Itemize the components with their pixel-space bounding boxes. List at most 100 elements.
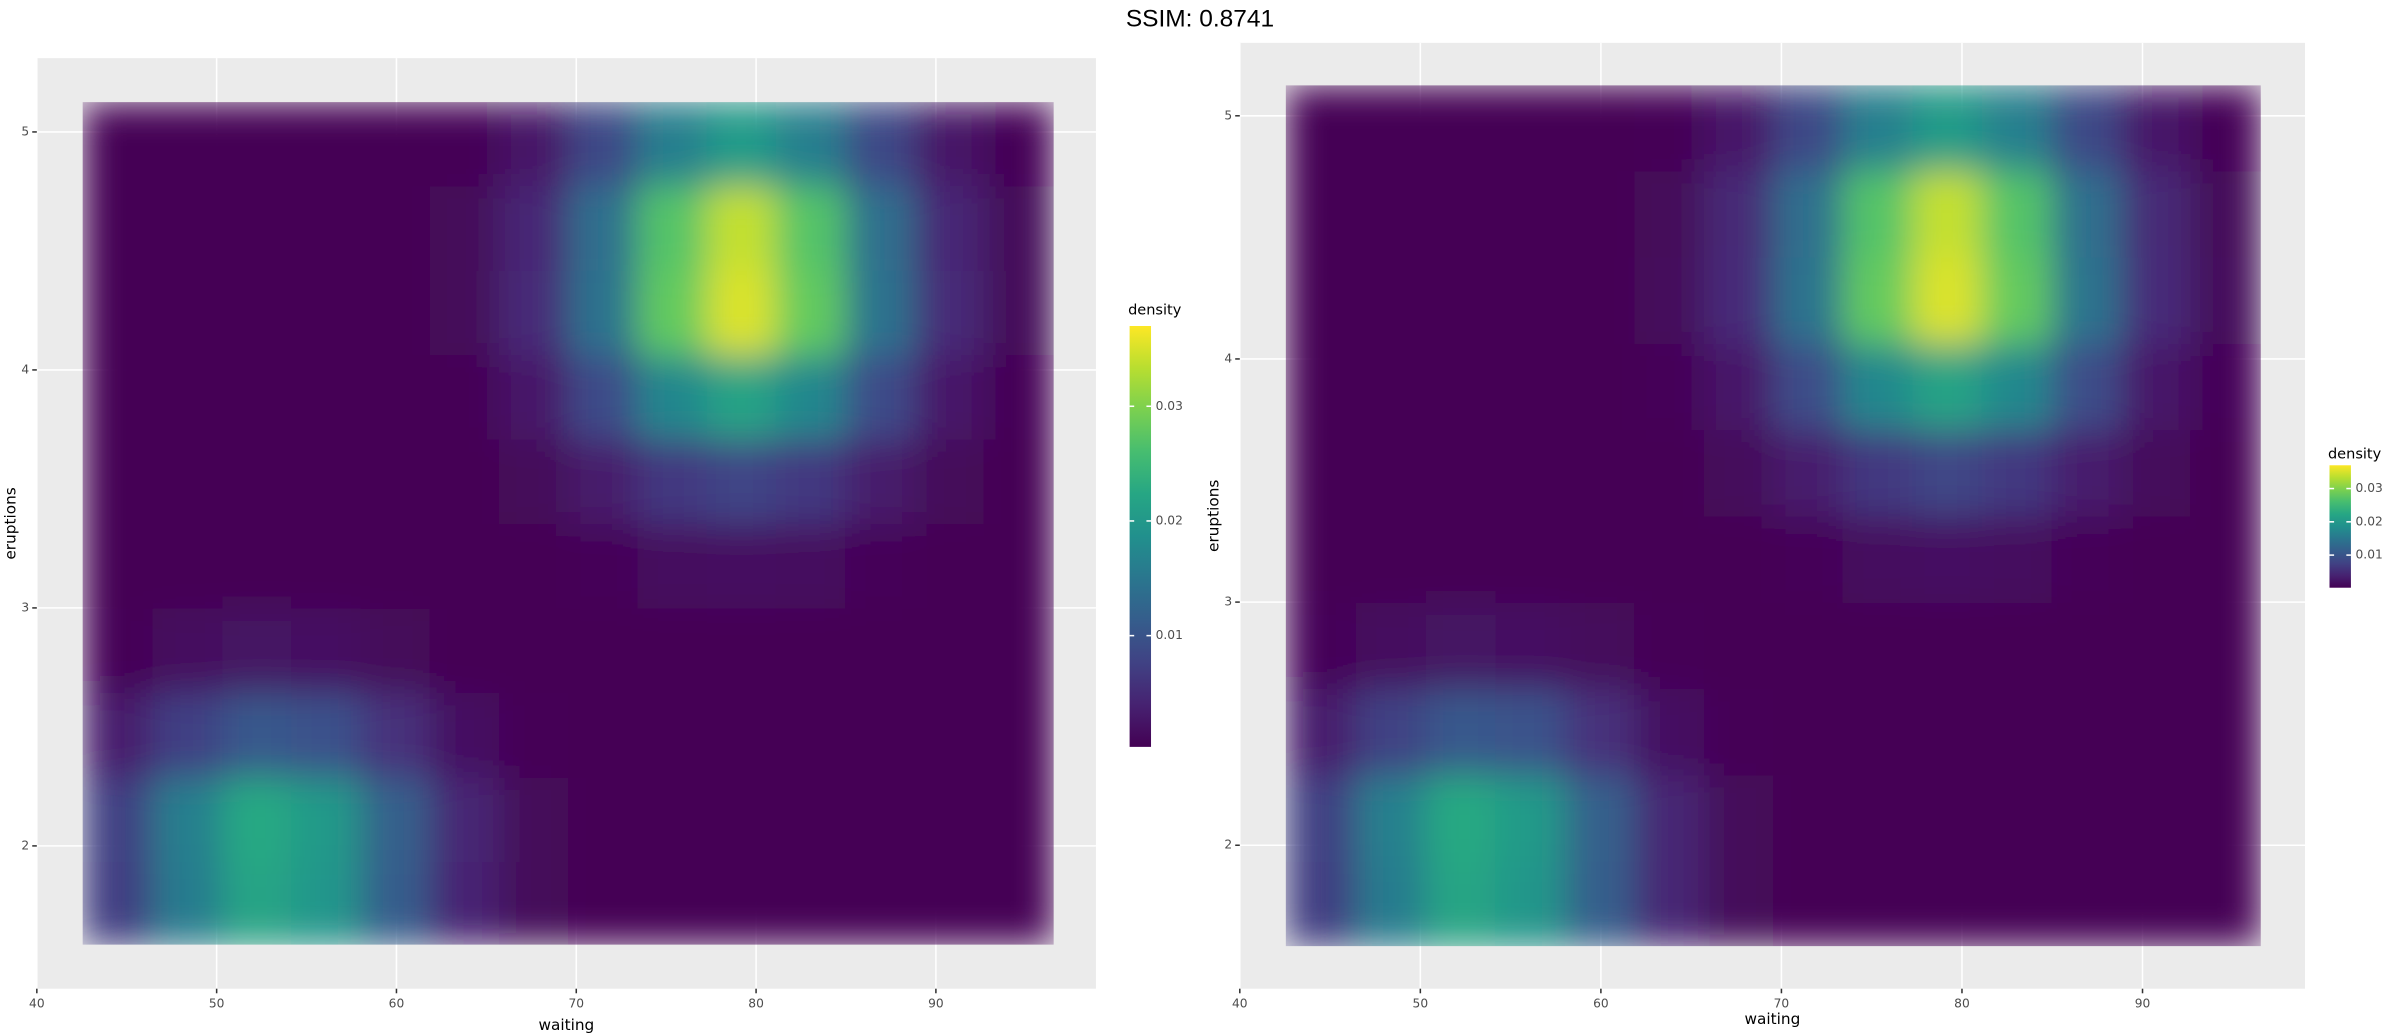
cell	[429, 269, 500, 356]
cell	[498, 354, 569, 440]
x-tick-label: 50	[209, 997, 225, 1011]
legend-title: density	[1128, 303, 1182, 319]
legend-tick-label: 0.01	[1156, 628, 1183, 642]
cell	[1634, 256, 1705, 344]
cell	[637, 102, 708, 187]
page-title: SSIM: 0.8741	[1126, 5, 1274, 32]
cell	[914, 185, 985, 271]
cell	[1634, 343, 1705, 431]
cell	[222, 185, 293, 271]
cell	[1773, 85, 1844, 172]
cell	[775, 438, 846, 525]
cell	[1634, 85, 1705, 172]
cell	[1425, 85, 1497, 172]
x-tick-label: 70	[1774, 997, 1790, 1011]
x-axis-title: waiting	[1745, 1010, 1801, 1028]
legend-tick-label: 0.01	[2356, 548, 2383, 562]
cell	[1842, 515, 1914, 603]
cell	[152, 607, 223, 694]
cell	[1912, 861, 1983, 947]
cell	[1634, 774, 1705, 862]
cell	[1285, 256, 1358, 344]
cell	[845, 354, 916, 440]
cell	[222, 692, 293, 778]
cell	[983, 861, 1054, 945]
cell	[429, 185, 500, 271]
cell	[568, 607, 639, 694]
cell	[914, 438, 985, 525]
cell	[1356, 602, 1427, 690]
cell	[1356, 85, 1427, 172]
cell	[1425, 515, 1497, 603]
y-axis-title: eruptions	[1204, 480, 1222, 552]
cell	[1703, 343, 1775, 431]
cell	[360, 354, 431, 440]
y-tick-label: 3	[21, 600, 29, 614]
y-axis-title: eruptions	[1, 487, 19, 559]
cell	[775, 776, 846, 863]
x-tick-label: 90	[2135, 997, 2151, 1011]
cell	[1634, 861, 1705, 947]
x-tick-label: 80	[748, 997, 764, 1011]
cell	[1425, 861, 1497, 947]
cell	[1981, 774, 2053, 862]
cell	[152, 861, 223, 945]
cell	[1495, 602, 1566, 690]
cell	[1912, 429, 1983, 517]
cell	[2120, 861, 2192, 947]
colorbar	[2329, 465, 2351, 588]
cell	[983, 523, 1054, 609]
cell	[1842, 429, 1914, 517]
cell	[2190, 170, 2261, 258]
cell	[568, 269, 639, 356]
cell	[1981, 343, 2053, 431]
cell	[775, 269, 846, 356]
x-tick-label: 40	[29, 997, 45, 1011]
cell	[1356, 256, 1427, 344]
cell	[1425, 343, 1497, 431]
cell	[1285, 170, 1358, 258]
cell	[82, 607, 154, 694]
colorbar	[1129, 325, 1152, 747]
cell	[1981, 515, 2053, 603]
cell	[1842, 688, 1914, 776]
cell	[2190, 85, 2261, 172]
cell	[1703, 170, 1775, 258]
cell	[1842, 170, 1914, 258]
legend-tick-label: 0.02	[2356, 514, 2383, 528]
cell	[1425, 170, 1497, 258]
cell	[360, 776, 431, 863]
cell	[429, 776, 500, 863]
cell	[914, 523, 985, 609]
cell	[1842, 774, 1914, 862]
cell	[568, 185, 639, 271]
raster-cells	[1285, 85, 2261, 947]
cell	[637, 269, 708, 356]
cell	[2190, 774, 2261, 862]
cell	[1703, 85, 1775, 172]
cell	[1425, 429, 1497, 517]
cell	[1564, 688, 1636, 776]
cell	[2120, 688, 2192, 776]
cell	[82, 523, 154, 609]
cell	[1634, 429, 1705, 517]
cell	[1981, 429, 2053, 517]
cell	[2051, 85, 2122, 172]
cell	[1285, 429, 1358, 517]
cell	[82, 269, 154, 356]
y-tick-label: 5	[21, 124, 29, 138]
cell	[845, 776, 916, 863]
cell	[706, 185, 777, 271]
cell	[983, 692, 1054, 778]
cell	[82, 776, 154, 863]
cell	[637, 776, 708, 863]
cell	[1773, 256, 1844, 344]
cell	[1564, 861, 1636, 947]
cell	[914, 269, 985, 356]
cell	[1356, 861, 1427, 947]
cell	[1912, 170, 1983, 258]
cell	[429, 861, 500, 945]
cell	[2120, 774, 2192, 862]
cell	[1356, 688, 1427, 776]
